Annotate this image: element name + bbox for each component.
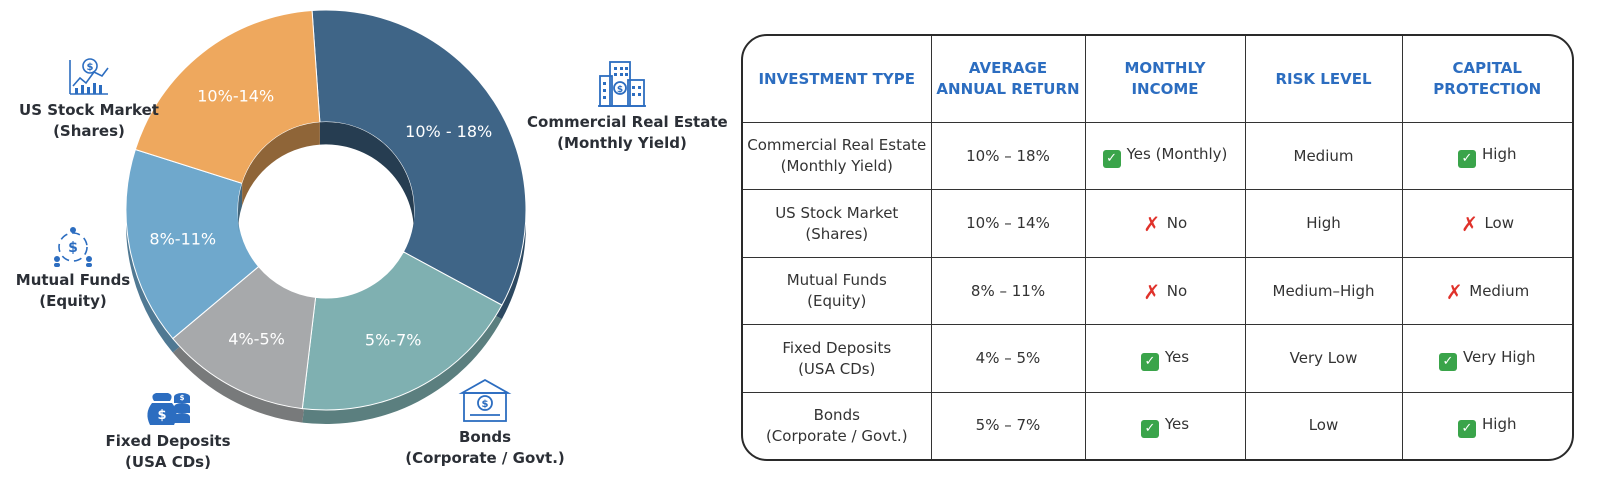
cell-capital-protection: ✓ Very High <box>1401 324 1572 393</box>
header-monthly-income: MONTHLY INCOME <box>1084 36 1246 123</box>
svg-text:$: $ <box>180 394 185 402</box>
svg-text:$: $ <box>482 399 489 410</box>
cell-annual-return: 10% – 18% <box>930 121 1086 191</box>
category-stocks: $ US Stock Market (Shares) <box>14 56 164 142</box>
svg-text:$: $ <box>87 62 94 73</box>
cell-monthly-income: ✓ Yes <box>1084 391 1246 459</box>
table-header-row: INVESTMENT TYPE AVERAGE ANNUAL RETURN MON… <box>743 36 1572 123</box>
stock-chart-icon: $ <box>69 58 109 95</box>
donut-slice-label: 5%-7% <box>365 331 422 350</box>
table-row: Mutual Funds (Equity) 8% – 11% ✗ No Medium–Hi… <box>743 256 1572 326</box>
cross-icon: ✗ <box>1143 212 1161 237</box>
donut-inner-wall <box>242 122 320 206</box>
cell-risk-level: High <box>1244 189 1403 258</box>
cell-annual-return: 10% – 14% <box>930 189 1086 258</box>
category-fixed-deposits-name: Fixed Deposits <box>105 432 231 450</box>
comparison-table-card: INVESTMENT TYPE AVERAGE ANNUAL RETURN MON… <box>741 34 1574 461</box>
donut-chart-area: 10% - 18% 5%-7% 4%-5% 8%-11% 10%-14% $ US St… <box>0 0 728 501</box>
cross-icon: ✗ <box>1445 279 1463 304</box>
check-icon: ✓ <box>1140 419 1159 438</box>
category-real-estate-sub: (Monthly Yield) <box>557 134 687 152</box>
table-row: Fixed Deposits (USA CDs) 4% – 5% ✓ Yes Very L… <box>743 324 1572 393</box>
category-mutual-funds-name: Mutual Funds <box>15 271 131 289</box>
donut-slice-label: 10% - 18% <box>405 122 492 141</box>
cell-annual-return: 4% – 5% <box>930 324 1086 393</box>
cell-investment-type: US Stock Market (Shares) <box>743 189 932 258</box>
table-row: Bonds (Corporate / Govt.) 5% – 7% ✓ Yes Low ✓ H… <box>743 391 1572 459</box>
cell-monthly-income: ✗ No <box>1084 189 1246 258</box>
svg-text:$: $ <box>617 85 623 95</box>
header-average-annual-return: AVERAGE ANNUAL RETURN <box>930 36 1086 123</box>
cell-risk-level: Medium <box>1244 121 1403 191</box>
cell-capital-protection: ✓ High <box>1401 391 1572 459</box>
table-body: Commercial Real Estate (Monthly Yield) 10%… <box>743 121 1572 459</box>
category-mutual-funds: $ Mutual Funds (Equity) <box>0 226 146 312</box>
cell-annual-return: 8% – 11% <box>930 256 1086 326</box>
check-icon: ✓ <box>1102 150 1121 169</box>
category-real-estate: $ Commercial Real Estate (Monthly Yield) <box>527 58 728 154</box>
category-bonds-sub: (Corporate / Govt.) <box>405 449 565 467</box>
category-bonds: $ Bonds (Corporate / Govt.) <box>399 377 571 469</box>
cell-investment-type: Mutual Funds (Equity) <box>743 256 932 326</box>
category-fixed-deposits: $ $ Fixed Deposits (USA CDs) <box>93 385 243 473</box>
category-stocks-sub: (Shares) <box>53 122 125 140</box>
cell-risk-level: Very Low <box>1244 324 1403 393</box>
cell-investment-type: Bonds (Corporate / Govt.) <box>743 391 932 459</box>
donut-chart: 10% - 18% 5%-7% 4%-5% 8%-11% 10%-14% <box>125 9 527 424</box>
header-capital-protection: CAPITAL PROTECTION <box>1401 36 1572 123</box>
cell-investment-type: Commercial Real Estate (Monthly Yield) <box>743 121 932 191</box>
money-bag-icon: $ $ <box>147 393 190 425</box>
header-investment-type: INVESTMENT TYPE <box>743 36 932 123</box>
category-bonds-name: Bonds <box>458 428 512 446</box>
cell-risk-level: Low <box>1244 391 1403 459</box>
category-real-estate-name: Commercial Real Estate <box>527 113 728 131</box>
table-row: US Stock Market (Shares) 10% – 14% ✗ No High ✗… <box>743 189 1572 258</box>
cell-monthly-income: ✗ No <box>1084 256 1246 326</box>
check-icon: ✓ <box>1438 352 1457 371</box>
buildings-icon: $ <box>598 61 646 107</box>
category-mutual-funds-sub: (Equity) <box>39 292 107 310</box>
check-icon: ✓ <box>1140 352 1159 371</box>
cell-investment-type: Fixed Deposits (USA CDs) <box>743 324 932 393</box>
donut-slice <box>125 148 260 340</box>
cell-risk-level: Medium–High <box>1244 256 1403 326</box>
cross-icon: ✗ <box>1461 212 1478 237</box>
bank-certificate-icon: $ <box>458 378 512 422</box>
people-dollar-icon: $ <box>54 227 92 267</box>
donut-inner-wall <box>319 122 414 233</box>
cross-icon: ✗ <box>1143 279 1161 304</box>
donut-hole <box>238 122 414 298</box>
check-icon: ✓ <box>1458 419 1476 438</box>
cell-capital-protection: ✗ Low <box>1401 189 1572 258</box>
donut-slice-label: 10%-14% <box>197 86 274 105</box>
svg-text:$: $ <box>68 240 78 256</box>
header-risk-level: RISK LEVEL <box>1244 36 1403 123</box>
category-stocks-name: US Stock Market <box>19 101 159 119</box>
category-fixed-deposits-sub: (USA CDs) <box>125 453 211 471</box>
check-icon: ✓ <box>1458 150 1476 169</box>
cell-monthly-income: ✓ Yes (Monthly) <box>1084 121 1246 191</box>
cell-capital-protection: ✗ Medium <box>1401 256 1572 326</box>
cell-monthly-income: ✓ Yes <box>1084 324 1246 393</box>
svg-text:$: $ <box>157 408 166 423</box>
donut-slice-label: 8%-11% <box>149 229 216 248</box>
table-row: Commercial Real Estate (Monthly Yield) 10%… <box>743 121 1572 191</box>
cell-capital-protection: ✓ High <box>1401 121 1572 191</box>
donut-inner-wall <box>238 183 243 233</box>
comparison-table: INVESTMENT TYPE AVERAGE ANNUAL RETURN MON… <box>743 36 1572 459</box>
donut-slice-label: 4%-5% <box>228 329 285 348</box>
cell-annual-return: 5% – 7% <box>930 391 1086 459</box>
